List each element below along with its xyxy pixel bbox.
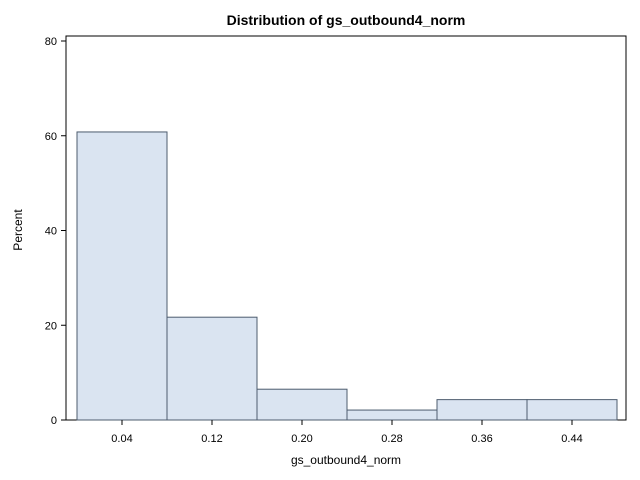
histogram-bar [346,409,438,421]
x-tick-label: 0.36 [471,433,492,445]
histogram-bar [76,131,168,421]
y-tick-label: 20 [45,320,57,332]
y-tick-label: 0 [51,415,57,427]
y-tick-label: 80 [45,36,57,48]
x-tick-label: 0.04 [111,433,132,445]
histogram-bar [166,316,258,421]
x-tick-label: 0.44 [561,433,582,445]
y-tick-label: 60 [45,131,57,143]
histogram-bar [526,399,618,421]
y-axis-label: Percent [11,209,25,251]
x-tick-label: 0.28 [381,433,402,445]
y-tick-label: 40 [45,226,57,238]
histogram-bar [256,388,348,421]
x-tick-label: 0.20 [291,433,312,445]
chart-title: Distribution of gs_outbound4_norm [227,12,466,28]
x-tick-label: 0.12 [201,433,222,445]
x-axis-label: gs_outbound4_norm [291,453,401,467]
histogram-bar [436,399,528,421]
